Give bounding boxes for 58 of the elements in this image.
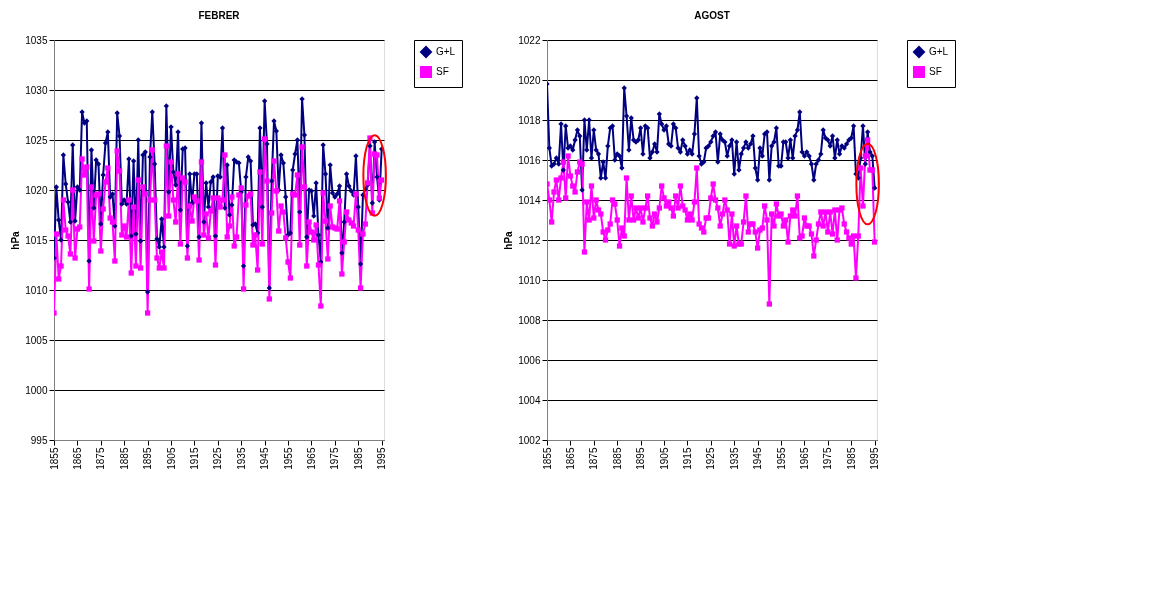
x-tick-label: 1985 (352, 447, 364, 470)
x-tick-label: 1905 (658, 447, 670, 470)
x-tick-label: 1965 (798, 447, 810, 470)
y-tick-label: 1018 (518, 114, 541, 126)
x-tick-label: 1885 (611, 447, 623, 470)
y-tick-label: 1005 (25, 334, 48, 346)
x-tick-label: 1935 (235, 447, 247, 470)
y-tick-label: 1035 (25, 34, 48, 46)
y-tick-label: 1012 (518, 234, 541, 246)
x-tick-label: 1985 (845, 447, 857, 470)
x-tick-label: 1955 (775, 447, 787, 470)
x-tick-label: 1945 (259, 447, 271, 470)
x-tick-label: 1895 (635, 447, 647, 470)
x-tick-label: 1925 (705, 447, 717, 470)
x-tick-label: 1925 (212, 447, 224, 470)
chart-title: AGOST (694, 10, 730, 21)
y-tick-label: 1004 (518, 394, 541, 406)
y-tick-label: 1022 (518, 34, 541, 46)
y-tick-label: 1020 (518, 74, 541, 86)
legend-label: G+L (436, 46, 456, 57)
legend-label: G+L (929, 46, 949, 57)
x-tick-label: 1915 (681, 447, 693, 470)
y-tick-label: 1002 (518, 434, 541, 446)
y-tick-label: 1008 (518, 314, 541, 326)
y-tick-label: 995 (30, 434, 48, 446)
y-tick-label: 1006 (518, 354, 541, 366)
x-tick-label: 1965 (305, 447, 317, 470)
y-tick-label: 1010 (25, 284, 48, 296)
x-tick-label: 1875 (588, 447, 600, 470)
y-axis-title: hPa (503, 230, 515, 250)
x-tick-label: 1945 (752, 447, 764, 470)
x-tick-label: 1885 (118, 447, 130, 470)
x-tick-label: 1975 (822, 447, 834, 470)
x-tick-label: 1955 (282, 447, 294, 470)
x-tick-label: 1855 (541, 447, 553, 470)
y-tick-label: 1020 (25, 184, 48, 196)
legend-label: SF (436, 66, 449, 77)
x-tick-label: 1915 (188, 447, 200, 470)
x-tick-label: 1975 (329, 447, 341, 470)
y-tick-label: 1014 (518, 194, 541, 206)
x-tick-label: 1895 (142, 447, 154, 470)
x-tick-label: 1855 (48, 447, 60, 470)
x-tick-label: 1935 (728, 447, 740, 470)
legend-label: SF (929, 66, 942, 77)
y-tick-label: 1015 (25, 234, 48, 246)
y-tick-label: 1025 (25, 134, 48, 146)
x-tick-label: 1995 (869, 447, 881, 470)
y-tick-label: 1000 (25, 384, 48, 396)
x-tick-label: 1995 (376, 447, 388, 470)
chart-title: FEBRER (198, 10, 241, 21)
x-tick-label: 1905 (165, 447, 177, 470)
x-tick-label: 1865 (564, 447, 576, 470)
x-tick-label: 1875 (95, 447, 107, 470)
y-tick-label: 1016 (518, 154, 541, 166)
y-tick-label: 1030 (25, 84, 48, 96)
y-axis-title: hPa (10, 230, 22, 250)
x-tick-label: 1865 (71, 447, 83, 470)
y-tick-label: 1010 (518, 274, 541, 286)
